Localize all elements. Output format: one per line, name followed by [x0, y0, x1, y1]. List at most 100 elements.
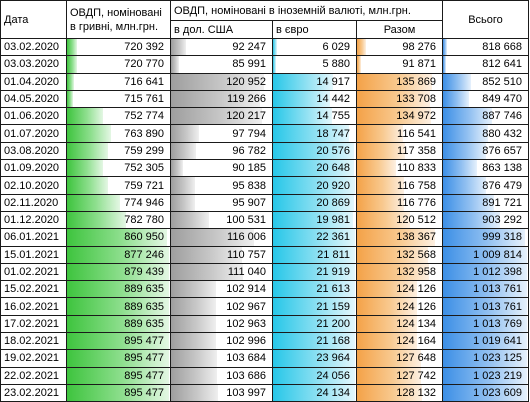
cell-eur: 22 361 [272, 228, 357, 247]
data-bar-eur [273, 333, 356, 349]
cell-date: 01.07.2020 [0, 124, 67, 143]
cell-uah: 720 392 [66, 37, 171, 57]
cell-value: 21 200 [316, 317, 350, 330]
data-bar-eur [273, 229, 356, 246]
cell-value: 97 794 [232, 127, 266, 140]
cell-total: 903 292 [442, 210, 529, 230]
cell-value: 98 276 [402, 41, 436, 54]
data-bar-sum [357, 39, 366, 55]
cell-date: 01.12.2020 [0, 210, 67, 230]
cell-value: 880 432 [482, 127, 522, 140]
table-row: 01.06.2020 752 774 120 217 14 755 134 972 887… [0, 107, 529, 126]
cell-usd: 102 914 [170, 280, 273, 299]
cell-sum: 127 742 [356, 366, 443, 385]
data-bar-uah [67, 56, 78, 73]
data-bar-usd [171, 229, 254, 246]
data-bar-sum [357, 91, 431, 107]
header-total: Всього [442, 0, 529, 39]
data-bar-eur [273, 264, 356, 280]
header-date: Дата [0, 0, 67, 39]
data-bar-uah [67, 91, 74, 107]
data-bar-usd [171, 298, 217, 315]
cell-value: 876 479 [482, 179, 522, 192]
data-bar-sum [357, 350, 421, 367]
data-bar-usd [171, 143, 197, 159]
data-bar-usd [171, 350, 218, 367]
cell-value: 91 871 [402, 58, 436, 71]
cell-value: 1 023 125 [473, 352, 522, 365]
cell-value: 85 991 [232, 58, 266, 71]
cell-date: 03.08.2020 [0, 141, 67, 161]
cell-value: 138 367 [396, 231, 436, 244]
data-bar-uah [67, 160, 104, 176]
cell-usd: 103 686 [170, 366, 273, 385]
cell-value: 103 997 [226, 387, 266, 400]
cell-value: 14 917 [316, 75, 350, 88]
cell-date: 18.02.2021 [0, 332, 67, 351]
cell-value: 120 217 [226, 110, 266, 123]
cell-eur: 20 648 [272, 159, 357, 178]
cell-uah: 720 770 [66, 55, 171, 74]
header-uah: ОВДП, номіновані в гривні, млн.грн. [66, 0, 171, 39]
cell-uah: 895 477 [66, 383, 171, 402]
cell-total: 1 013 761 [442, 297, 529, 316]
cell-value: 895 477 [124, 387, 164, 400]
data-bar-usd [171, 316, 217, 332]
cell-eur: 18 747 [272, 124, 357, 143]
cell-value: 715 761 [124, 93, 164, 106]
cell-value: 117 358 [397, 144, 436, 157]
cell-total: 849 470 [442, 89, 529, 109]
data-bar-uah [67, 195, 120, 211]
data-bar-eur [273, 177, 356, 194]
cell-usd: 111 040 [170, 262, 273, 282]
cell-value: 103 686 [226, 369, 266, 382]
cell-sum: 128 132 [356, 383, 443, 402]
data-bar-eur [273, 368, 356, 384]
cell-uah: 889 635 [66, 280, 171, 299]
data-bar-uah [67, 350, 169, 367]
cell-value: 116 006 [227, 231, 266, 244]
cell-sum: 124 126 [356, 280, 443, 299]
cell-usd: 95 907 [170, 193, 273, 212]
data-bar-total [443, 229, 526, 246]
data-bar-total [443, 91, 470, 107]
cell-eur: 21 613 [272, 280, 357, 299]
data-bar-total [443, 368, 528, 384]
data-bar-sum [357, 195, 404, 211]
cell-date: 19.02.2021 [0, 349, 67, 368]
data-bar-usd [171, 177, 196, 194]
data-bar-usd [171, 385, 219, 401]
data-bar-total [443, 177, 486, 194]
data-bar-uah [67, 264, 169, 280]
cell-value: 879 439 [124, 266, 164, 278]
cell-value: 102 914 [226, 283, 266, 296]
cell-value: 132 568 [396, 248, 436, 261]
cell-date: 02.11.2020 [0, 193, 67, 212]
cell-total: 812 641 [442, 55, 529, 74]
cell-eur: 5 880 [272, 55, 357, 74]
cell-usd: 92 247 [170, 37, 273, 57]
table-row: 02.11.2020 774 946 95 907 20 869 116 776 891 … [0, 193, 529, 212]
data-bar-total [443, 316, 528, 332]
data-bar-usd [171, 212, 210, 228]
cell-value: 818 668 [482, 41, 522, 54]
cell-value: 134 972 [396, 110, 436, 123]
data-bar-uah [67, 212, 126, 228]
cell-total: 1 013 761 [442, 280, 529, 299]
data-bar-uah [67, 298, 169, 315]
cell-uah: 716 641 [66, 72, 171, 91]
cell-sum: 132 568 [356, 245, 443, 264]
cell-value: 23 964 [316, 352, 350, 365]
cell-value: 132 958 [396, 266, 436, 278]
cell-value: 1 023 609 [473, 387, 522, 400]
table-body: 03.02.2020 720 392 92 247 6 029 98 276 818 66… [0, 37, 529, 402]
data-bar-eur [273, 39, 278, 55]
cell-value: 895 477 [124, 335, 164, 348]
cell-value: 21 919 [316, 266, 350, 278]
cell-eur: 20 576 [272, 141, 357, 161]
cell-total: 863 138 [442, 159, 529, 178]
cell-value: 1 013 761 [473, 300, 522, 313]
cell-value: 24 134 [316, 387, 350, 400]
cell-eur: 6 029 [272, 37, 357, 57]
data-bar-eur [273, 56, 277, 73]
